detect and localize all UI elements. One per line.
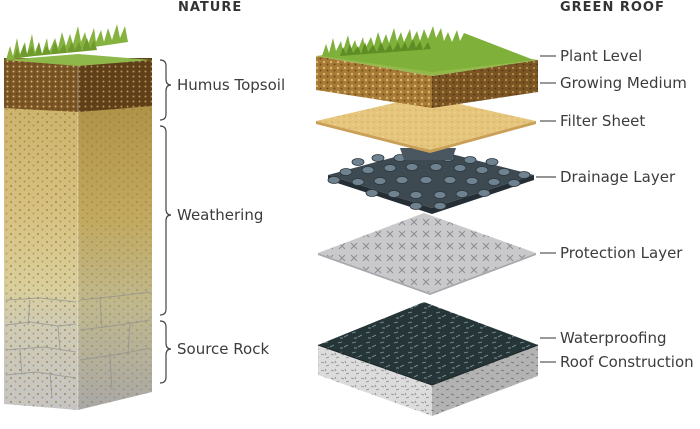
label-weathering: Weathering [177,206,264,224]
waterproofing-layer [317,302,539,386]
label-growing-medium: Growing Medium [560,74,687,92]
label-waterproofing: Waterproofing [560,329,667,347]
label-plant-level: Plant Level [560,47,643,65]
soil-column [4,24,152,410]
label-protection-layer: Protection Layer [560,244,683,262]
label-source-rock: Source Rock [177,340,270,358]
label-roof-construction: Roof Construction [560,353,694,371]
brace-weathering [159,125,172,316]
label-drainage-layer: Drainage Layer [560,168,676,186]
plant-level-layer [322,26,534,72]
nature-title: NATURE [178,0,243,15]
green-roof-title: GREEN ROOF [560,0,665,15]
nature-braces [159,59,172,384]
label-humus-topsoil: Humus Topsoil [177,76,286,94]
filter-sheet-layer [316,96,536,153]
brace-humus [159,59,172,121]
brace-source-rock [159,320,172,384]
drainage-layer [327,148,534,214]
leader-lines [536,55,556,363]
label-filter-sheet: Filter Sheet [560,112,646,130]
protection-layer [318,213,536,295]
roof-construction-layer [318,345,538,416]
